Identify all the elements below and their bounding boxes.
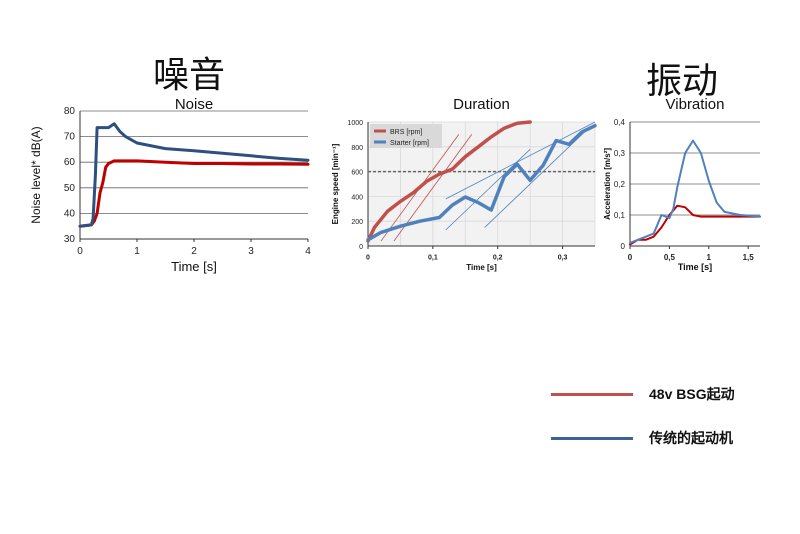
noise-ytick-label: 60 <box>64 157 76 168</box>
noise-ytick-label: 70 <box>64 132 76 143</box>
duration-chart-group: 0 200 400 600 800 1000 0 0,1 0,2 0,3 BRS [rpm] Star… <box>331 96 597 272</box>
duration-xtick-label: 0,3 <box>558 255 568 262</box>
vibration-ytick-label: 0,4 <box>614 118 626 127</box>
noise-ylabel: Noise level* dB(A) <box>29 126 43 223</box>
noise-ytick-label: 50 <box>64 183 76 194</box>
duration-xtick-label: 0 <box>366 255 370 262</box>
legend-label-bsg: 48v BSG起动 <box>649 386 735 402</box>
vibration-xlabel: Time [s] <box>678 262 712 272</box>
legend-label-starter: 传统的起动机 <box>649 430 733 446</box>
noise-xlabel: Time [s] <box>171 259 217 274</box>
noise-xtick-label: 0 <box>77 246 83 257</box>
noise-chart-group: 30 40 50 60 70 80 0 1 2 3 4 Noise Time [s] Noise leve… <box>29 96 311 274</box>
duration-xtick-label: 0,2 <box>493 255 503 262</box>
vibration-heading: 振动 <box>646 61 719 102</box>
duration-legend-label: BRS [rpm] <box>390 129 422 136</box>
duration-ytick-label: 600 <box>351 170 363 177</box>
vibration-chart-group: 0 0,1 0,2 0,3 0,4 0 0,5 1 1,5 Vibration Time [s] Ac… <box>603 96 761 272</box>
vibration-ytick-label: 0,1 <box>614 211 626 220</box>
vibration-ylabel: Acceleration [m/s²] <box>603 148 612 220</box>
noise-series-line-1 <box>78 122 310 228</box>
duration-chart-title: Duration <box>453 96 510 113</box>
vibration-xtick-label: 1 <box>707 253 712 262</box>
vibration-xtick-label: 0,5 <box>664 253 676 262</box>
vibration-xtick-label: 1,5 <box>743 253 755 262</box>
duration-series-line-0 <box>366 120 532 243</box>
noise-ytick-label: 40 <box>64 208 76 219</box>
legend-swatch-bsg <box>551 392 633 396</box>
duration-ytick-label: 800 <box>351 145 363 152</box>
legend-item-bsg: 48v BSG起动 <box>551 384 735 404</box>
duration-xtick-label: 0,1 <box>428 255 438 262</box>
duration-xlabel: Time [s] <box>466 263 497 272</box>
legend-swatch-starter <box>551 436 633 440</box>
noise-xtick-label: 3 <box>248 246 254 257</box>
duration-ytick-label: 1000 <box>347 120 363 127</box>
noise-heading: 噪音 <box>153 55 226 96</box>
vibration-series-line-0 <box>629 204 761 246</box>
vibration-ytick-label: 0 <box>621 242 626 251</box>
noise-series-line-0 <box>78 159 310 228</box>
vibration-ytick-label: 0,3 <box>614 149 626 158</box>
duration-guide-line <box>445 121 596 200</box>
noise-xtick-label: 4 <box>305 246 311 257</box>
duration-guide-line <box>484 127 589 228</box>
noise-ytick-label: 30 <box>64 234 76 245</box>
duration-ytick-label: 0 <box>359 244 363 251</box>
legend-item-starter: 传统的起动机 <box>551 428 733 448</box>
duration-legend-label: Starter [rpm] <box>390 140 429 147</box>
duration-legend-box <box>370 124 442 148</box>
vibration-ytick-label: 0,2 <box>614 180 626 189</box>
duration-guide-line <box>445 148 531 231</box>
noise-ytick-label: 80 <box>64 106 76 117</box>
duration-ytick-label: 200 <box>351 219 363 226</box>
vibration-series-line-1 <box>629 139 761 244</box>
noise-xtick-label: 2 <box>191 246 197 257</box>
duration-ytick-label: 400 <box>351 194 363 201</box>
duration-series-line-1 <box>366 123 597 242</box>
vibration-xtick-label: 0 <box>628 253 633 262</box>
duration-ylabel: Engine speed [min⁻¹] <box>331 143 340 224</box>
noise-xtick-label: 1 <box>134 246 140 257</box>
noise-chart-title: Noise <box>175 96 213 113</box>
vibration-chart-title: Vibration <box>666 96 725 113</box>
